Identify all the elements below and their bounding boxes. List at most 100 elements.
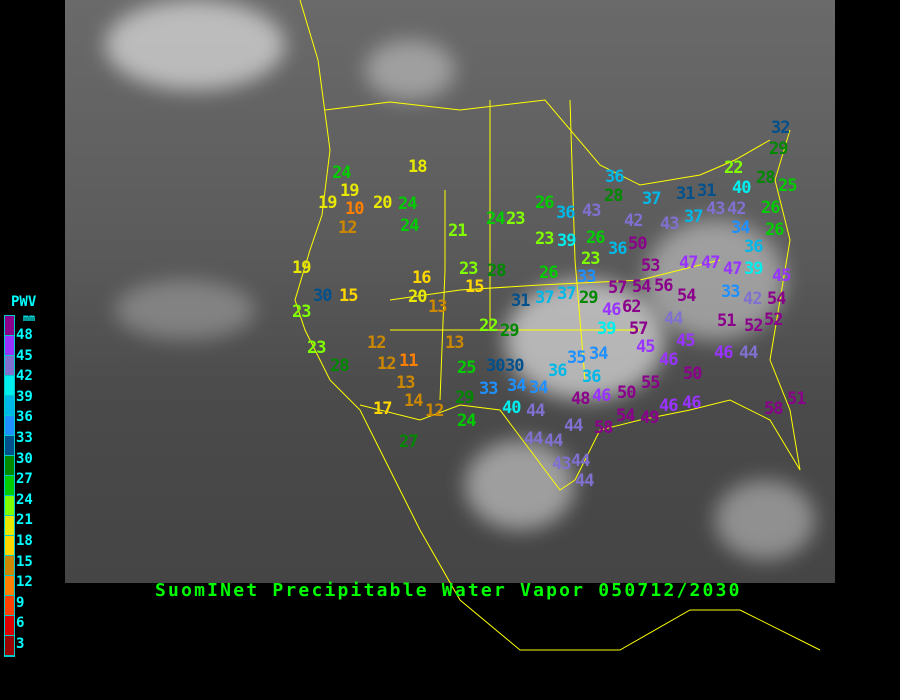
- pwv-station-value: 12: [377, 354, 397, 374]
- pwv-station-value: 50: [683, 364, 703, 384]
- color-scale-bar: [4, 315, 15, 657]
- pwv-station-value: 54: [632, 277, 652, 297]
- pwv-station-value: 18: [408, 157, 428, 177]
- pwv-station-value: 46: [682, 393, 702, 413]
- pwv-station-value: 28: [604, 186, 624, 206]
- legend-swatch: [5, 336, 14, 356]
- legend-tick-label: 21: [16, 512, 33, 529]
- legend-tick-label: 39: [16, 388, 33, 405]
- pwv-station-value: 34: [507, 376, 527, 396]
- pwv-station-value: 14: [404, 391, 424, 411]
- mexico-coastline: [419, 529, 821, 651]
- pwv-station-value: 52: [764, 310, 784, 330]
- legend-tick-label: 45: [16, 347, 33, 364]
- legend-swatch: [5, 376, 14, 396]
- pwv-station-value: 24: [457, 411, 477, 431]
- pwv-station-value: 36: [556, 203, 576, 223]
- pwv-station-value: 17: [373, 399, 393, 419]
- pwv-station-value: 32: [771, 118, 791, 138]
- pwv-station-value: 51: [787, 389, 807, 409]
- pwv-station-value: 10: [345, 199, 365, 219]
- legend-tick-label: 9: [16, 594, 25, 611]
- pwv-station-value: 48: [571, 389, 591, 409]
- pwv-station-value: 23: [307, 338, 327, 358]
- pwv-station-value: 24: [332, 163, 352, 183]
- pwv-station-value: 23: [292, 302, 312, 322]
- pwv-station-value: 33: [479, 379, 499, 399]
- pwv-station-value: 44: [564, 416, 584, 436]
- pwv-station-value: 53: [641, 256, 661, 276]
- pwv-station-value: 47: [701, 253, 721, 273]
- pwv-station-value: 29: [769, 139, 789, 159]
- legend-swatch: [5, 536, 14, 556]
- pwv-station-value: 37: [642, 189, 662, 209]
- pwv-station-value: 44: [544, 431, 564, 451]
- legend-swatch: [5, 496, 14, 516]
- pacific-coastline: [294, 0, 421, 531]
- pwv-station-value: 29: [500, 321, 520, 341]
- pwv-station-value: 13: [428, 297, 448, 317]
- pwv-station-value: 12: [367, 333, 387, 353]
- pwv-station-value: 12: [338, 218, 358, 238]
- pwv-station-value: 27: [399, 432, 419, 452]
- pwv-station-value: 31: [511, 291, 531, 311]
- pwv-station-value: 44: [526, 401, 546, 421]
- pwv-station-value: 26: [761, 198, 781, 218]
- pwv-station-value: 24: [486, 209, 506, 229]
- legend-swatch: [5, 616, 14, 636]
- pwv-station-value: 42: [743, 289, 763, 309]
- map-title: SuomINet Precipitable Water Vapor 050712…: [155, 580, 742, 601]
- pwv-station-value: 39: [597, 319, 617, 339]
- pwv-station-value: 43: [582, 201, 602, 221]
- legend-tick-label: 15: [16, 553, 33, 570]
- pwv-station-value: 25: [778, 176, 798, 196]
- legend-tick-label: 48: [16, 327, 33, 343]
- pwv-station-value: 37: [535, 288, 555, 308]
- pwv-station-value: 13: [445, 333, 465, 353]
- pwv-station-value: 31: [676, 184, 696, 204]
- pwv-station-value: 23: [459, 259, 479, 279]
- pwv-station-value: 11: [399, 351, 419, 371]
- pwv-station-value: 46: [592, 386, 612, 406]
- pwv-station-value: 21: [448, 221, 468, 241]
- legend-tick-label: 3: [16, 636, 25, 652]
- legend-swatch: [5, 316, 14, 336]
- pwv-station-value: 25: [457, 358, 477, 378]
- pwv-station-value: 46: [602, 300, 622, 320]
- pwv-station-value: 19: [318, 193, 338, 213]
- pwv-station-value: 50: [628, 234, 648, 254]
- pwv-station-value: 23: [581, 249, 601, 269]
- pwv-station-value: 46: [714, 343, 734, 363]
- legend-tick-label: 12: [16, 574, 33, 591]
- pwv-station-value: 34: [731, 218, 751, 238]
- legend-swatch: [5, 576, 14, 596]
- pwv-station-value: 44: [524, 429, 544, 449]
- pwv-station-value: 58: [594, 418, 614, 438]
- pwv-station-value: 40: [502, 398, 522, 418]
- pwv-station-value: 55: [641, 373, 661, 393]
- pwv-station-value: 37: [557, 284, 577, 304]
- pwv-station-value: 52: [744, 316, 764, 336]
- pwv-station-value: 54: [677, 286, 697, 306]
- pwv-station-value: 62: [622, 297, 642, 317]
- pwv-station-value: 29: [455, 388, 475, 408]
- legend-swatch: [5, 456, 14, 476]
- pwv-station-value: 35: [567, 348, 587, 368]
- us-mexico-border: [359, 404, 576, 491]
- pwv-station-value: 12: [425, 401, 445, 421]
- satellite-image: [65, 0, 835, 583]
- pwv-station-value: 47: [679, 253, 699, 273]
- pwv-station-value: 45: [772, 266, 792, 286]
- pwv-station-value: 30: [313, 286, 333, 306]
- pwv-station-value: 43: [706, 199, 726, 219]
- pwv-station-value: 37: [684, 207, 704, 227]
- pwv-station-value: 22: [479, 316, 499, 336]
- pwv-station-value: 29: [579, 288, 599, 308]
- pwv-station-value: 19: [292, 258, 312, 278]
- pwv-station-value: 44: [571, 451, 591, 471]
- pwv-station-value: 26: [535, 193, 555, 213]
- pwv-station-value: 45: [676, 331, 696, 351]
- legend-swatch: [5, 556, 14, 576]
- pwv-station-value: 23: [535, 229, 555, 249]
- pwv-station-value: 56: [654, 276, 674, 296]
